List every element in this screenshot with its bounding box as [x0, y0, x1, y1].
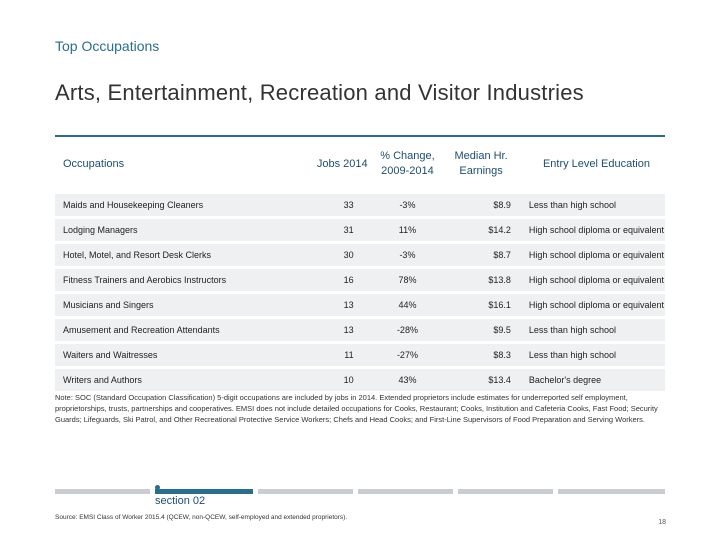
table-row: Fitness Trainers and Aerobics Instructor… [55, 266, 665, 293]
cell-earnings: $13.4 [441, 366, 521, 391]
cell-jobs: 16 [287, 266, 374, 293]
cell-education: Less than high school [520, 191, 665, 218]
cell-change: 11% [373, 216, 442, 243]
cell-jobs: 13 [287, 316, 374, 343]
cell-education: High school diploma or equivalent [520, 266, 665, 293]
column-header-education: Entry Level Education [520, 137, 665, 193]
column-header-jobs: Jobs 2014 [287, 137, 374, 193]
column-header-earnings-line1: Median Hr. [454, 150, 508, 162]
table-row: Writers and Authors 10 43% $13.4 Bachelo… [55, 366, 665, 391]
cell-education: Less than high school [520, 316, 665, 343]
cell-jobs: 31 [287, 216, 374, 243]
cell-occupation: Amusement and Recreation Attendants [55, 316, 288, 343]
table-top-rule [55, 135, 665, 137]
cell-jobs: 33 [287, 191, 374, 218]
table-row: Musicians and Singers 13 44% $16.1 High … [55, 291, 665, 318]
table-row: Waiters and Waitresses 11 -27% $8.3 Less… [55, 341, 665, 368]
source-note: Source: EMSI Class of Worker 2015.4 (QCE… [55, 514, 348, 521]
cell-jobs: 11 [287, 341, 374, 368]
cell-education: Bachelor's degree [520, 366, 665, 391]
table-row: Amusement and Recreation Attendants 13 -… [55, 316, 665, 343]
cell-earnings: $14.2 [441, 216, 521, 243]
column-header-occupations: Occupations [55, 137, 288, 193]
column-header-change: % Change, 2009-2014 [373, 137, 442, 193]
section-label: section 02 [155, 495, 206, 507]
column-header-change-line2: 2009-2014 [381, 165, 434, 177]
cell-occupation: Lodging Managers [55, 216, 288, 243]
cell-earnings: $8.7 [441, 241, 521, 268]
table-note: Note: SOC (Standard Occupation Classific… [55, 393, 658, 424]
section-bar-02 [155, 489, 253, 494]
section-bar-05 [458, 489, 553, 494]
cell-occupation: Musicians and Singers [55, 291, 288, 318]
table-row: Hotel, Motel, and Resort Desk Clerks 30 … [55, 241, 665, 268]
cell-earnings: $16.1 [441, 291, 521, 318]
cell-occupation: Maids and Housekeeping Cleaners [55, 191, 288, 218]
table-header-row: Occupations Jobs 2014 % Change, 2009-201… [55, 137, 665, 193]
section-bar-03 [258, 489, 353, 494]
column-header-earnings-line2: Earnings [459, 165, 503, 177]
cell-earnings: $8.9 [441, 191, 521, 218]
section-bar-01 [55, 489, 150, 494]
cell-education: High school diploma or equivalent [520, 241, 665, 268]
column-header-earnings: Median Hr. Earnings [441, 137, 521, 193]
table-row: Lodging Managers 31 11% $14.2 High schoo… [55, 216, 665, 243]
cell-occupation: Writers and Authors [55, 366, 288, 391]
cell-occupation: Hotel, Motel, and Resort Desk Clerks [55, 241, 288, 268]
cell-change: -27% [373, 341, 442, 368]
cell-earnings: $13.8 [441, 266, 521, 293]
cell-change: -28% [373, 316, 442, 343]
cell-earnings: $9.5 [441, 316, 521, 343]
cell-education: High school diploma or equivalent [520, 291, 665, 318]
cell-change: 43% [373, 366, 442, 391]
cell-change: -3% [373, 191, 442, 218]
cell-education: High school diploma or equivalent [520, 216, 665, 243]
cell-change: -3% [373, 241, 442, 268]
column-header-change-line1: % Change, [380, 150, 435, 162]
cell-occupation: Fitness Trainers and Aerobics Instructor… [55, 266, 288, 293]
occupations-table: Occupations Jobs 2014 % Change, 2009-201… [55, 137, 665, 391]
cell-occupation: Waiters and Waitresses [55, 341, 288, 368]
cell-earnings: $8.3 [441, 341, 521, 368]
cell-change: 78% [373, 266, 442, 293]
section-kicker: Top Occupations [55, 38, 160, 54]
table-row: Maids and Housekeeping Cleaners 33 -3% $… [55, 191, 665, 218]
cell-jobs: 10 [287, 366, 374, 391]
page-title: Arts, Entertainment, Recreation and Visi… [55, 80, 584, 105]
cell-education: Less than high school [520, 341, 665, 368]
cell-jobs: 30 [287, 241, 374, 268]
section-bar-04 [358, 489, 453, 494]
section-marker-dot [155, 485, 160, 490]
section-bar-06 [558, 489, 665, 494]
cell-change: 44% [373, 291, 442, 318]
cell-jobs: 13 [287, 291, 374, 318]
page-number: 18 [658, 519, 666, 526]
